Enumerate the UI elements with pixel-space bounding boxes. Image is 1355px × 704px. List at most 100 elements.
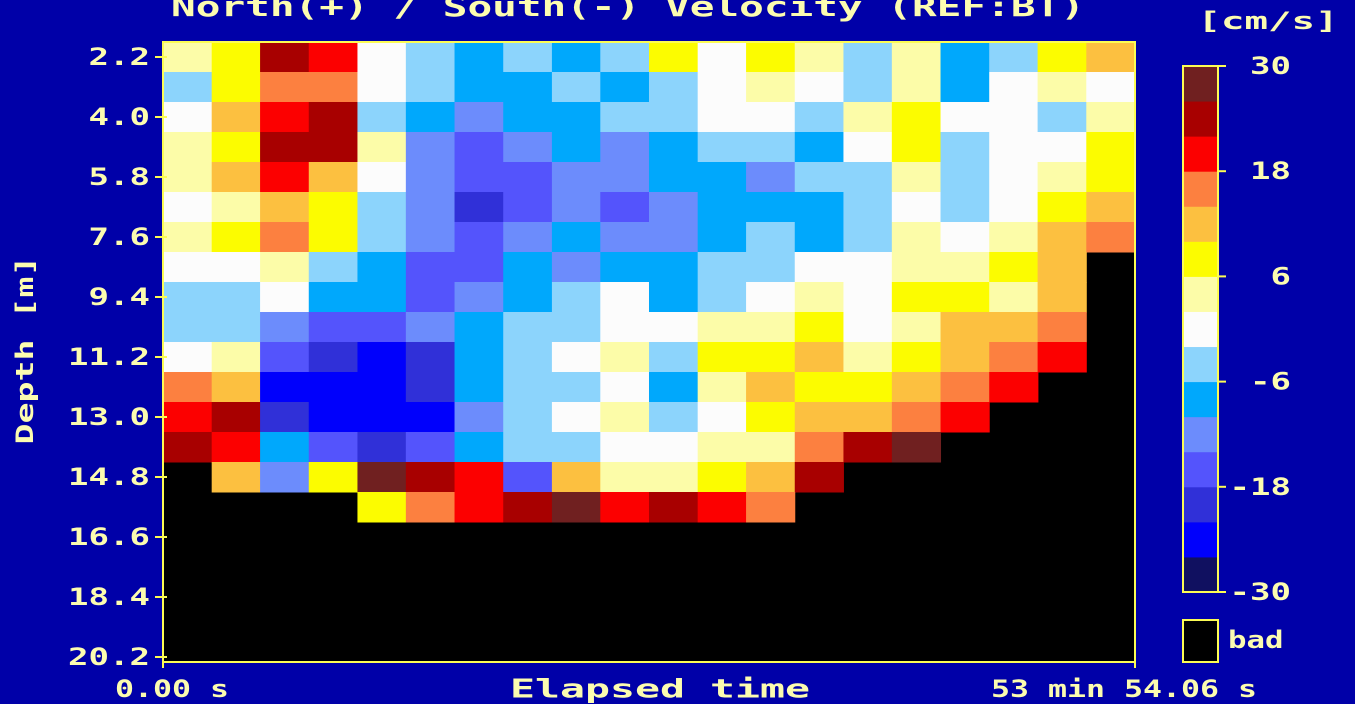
heatmap-cell [405,72,456,103]
heatmap-cell [454,42,504,73]
heatmap-cell [746,282,796,313]
colorbar-swatch [1183,486,1218,523]
heatmap-cell [891,72,942,103]
heatmap-cell [600,492,650,523]
heatmap-cell [211,192,261,223]
heatmap-cell [357,432,407,463]
heatmap-cell [891,132,942,163]
heatmap-cell [260,132,310,163]
heatmap-cell [989,282,1039,313]
heatmap-cell [794,162,844,193]
heatmap-cell [454,282,504,313]
heatmap-cell [357,252,407,283]
heatmap-cell [794,222,844,253]
heatmap-cell [260,342,310,373]
heatmap-cell [600,42,650,73]
heatmap-cell [503,222,553,253]
heatmap-cell [454,432,504,463]
heatmap-cell [503,42,553,73]
heatmap-cell [697,102,747,133]
heatmap-cell [891,162,942,193]
heatmap-cell [891,282,942,313]
heatmap-cell [746,342,796,373]
heatmap-cell [308,42,358,73]
colorbar-swatch [1183,381,1218,418]
heatmap-cell [989,102,1039,133]
heatmap-cell [308,432,358,463]
heatmap-cell [503,102,553,133]
heatmap-cell [891,402,942,433]
heatmap-cell [891,312,942,343]
heatmap-cell [211,42,261,73]
heatmap-cell [503,312,553,343]
heatmap-cell [843,192,893,223]
heatmap-cell [746,492,796,523]
heatmap-cell [697,372,747,403]
heatmap-cell [1037,72,1087,103]
heatmap-cell [551,252,602,283]
heatmap-cell [163,342,213,373]
colorbar-swatch [1183,66,1218,102]
heatmap-cell [1037,312,1087,343]
heatmap-cell [454,72,504,103]
heatmap-cell [746,222,796,253]
heatmap-cell [794,102,844,133]
heatmap-cell [551,372,602,403]
heatmap-cell [940,102,990,133]
heatmap-cell [357,192,407,223]
heatmap-cell [843,252,893,283]
heatmap-cell [308,342,358,373]
heatmap-cell [503,252,553,283]
heatmap-cell [940,402,990,433]
heatmap-cell [211,72,261,103]
heatmap-cell [163,252,213,283]
heatmap-cell [697,252,747,283]
heatmap-cell [405,492,456,523]
heatmap-cell [989,342,1039,373]
heatmap-cell [794,72,844,103]
heatmap-cell [891,42,942,73]
heatmap-cell [503,342,553,373]
heatmap-cell [746,402,796,433]
heatmap-cell [843,342,893,373]
y-tick-label: 16.6 [68,523,150,551]
colorbar-swatch [1183,241,1218,277]
heatmap-cell [163,102,213,133]
heatmap-cell [794,252,844,283]
y-tick-label: 4.0 [89,103,151,131]
heatmap-cell [405,42,456,73]
heatmap-cell [891,432,942,463]
colorbar-tick-label: 6 [1271,262,1292,290]
heatmap-cell [843,372,893,403]
heatmap-cell [891,192,942,223]
y-axis-label: Depth [m] [11,256,39,445]
heatmap-cell [308,132,358,163]
heatmap-cell [357,132,407,163]
heatmap-cell [163,222,213,253]
heatmap-cell [746,372,796,403]
y-tick-label: 11.2 [68,343,150,371]
heatmap-cell [746,162,796,193]
heatmap-cell [211,462,261,493]
heatmap-cell [600,282,650,313]
heatmap-cell [891,102,942,133]
heatmap-cell [940,342,990,373]
y-tick-label: 20.2 [68,643,150,671]
heatmap-cell [843,42,893,73]
heatmap-cell [746,132,796,163]
heatmap-cell [503,432,553,463]
heatmap-cell [648,132,699,163]
bad-swatch [1182,619,1219,663]
heatmap-cell [503,192,553,223]
y-tick-label: 5.8 [89,163,151,191]
heatmap-cell [405,192,456,223]
y-tick-label: 2.2 [89,43,151,71]
heatmap-cell [1037,42,1087,73]
colorbar-swatch [1183,136,1218,172]
heatmap-cell [600,222,650,253]
heatmap-cell [308,72,358,103]
heatmap-cell [648,402,699,433]
heatmap-cell [551,42,602,73]
heatmap-cell [989,252,1039,283]
bad-label: bad [1228,626,1284,654]
